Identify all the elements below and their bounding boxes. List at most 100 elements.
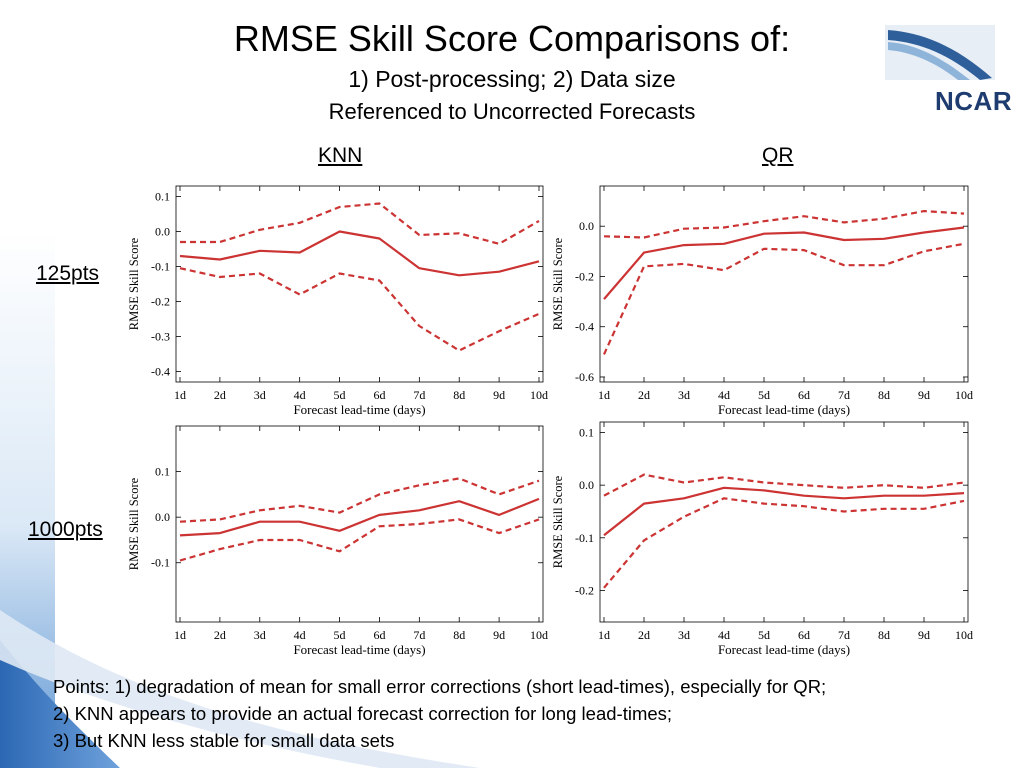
x-tick-label: 4d [718, 388, 730, 402]
y-tick-label: 0.0 [155, 510, 170, 524]
y-tick-label: 0.1 [155, 190, 170, 204]
x-axis-label: Forecast lead-time (days) [718, 402, 850, 417]
x-tick-label: 3d [254, 628, 266, 642]
y-tick-label: 0.0 [579, 478, 594, 492]
x-tick-label: 1d [598, 628, 610, 642]
y-tick-label: 0.1 [155, 465, 170, 479]
x-tick-label: 5d [334, 628, 346, 642]
plot-frame [175, 185, 544, 383]
x-tick-label: 1d [598, 388, 610, 402]
x-tick-label: 10d [530, 628, 548, 642]
x-tick-label: 2d [214, 628, 226, 642]
x-tick-label: 10d [955, 388, 973, 402]
x-tick-label: 4d [718, 628, 730, 642]
x-tick-label: 7d [413, 388, 425, 402]
x-tick-label: 8d [453, 628, 465, 642]
x-tick-label: 8d [878, 628, 890, 642]
x-tick-label: 4d [294, 628, 306, 642]
x-axis-label: Forecast lead-time (days) [293, 402, 425, 417]
series-line-mean [603, 226, 965, 300]
x-tick-label: 3d [254, 388, 266, 402]
x-axis-label: Forecast lead-time (days) [293, 642, 425, 657]
series-line-bound-2 [603, 497, 965, 589]
point-1: Points: 1) degradation of mean for small… [53, 676, 827, 697]
chart-knn-125: 0.1 0.0 -0.1 -0.2 -0.3 -0.4 1d 2d 3d 4d 5d 6d 7d 8d 9d… [127, 185, 548, 417]
column-label-knn: KNN [318, 144, 363, 167]
y-tick-label: 0.1 [579, 426, 594, 440]
chart-qr-1000: 0.1 0.0 -0.1 -0.2 1d 2d 3d 4d 5d 6d 7d 8d 9d 10d Forec… [551, 421, 973, 657]
x-tick-label: 9d [918, 388, 930, 402]
x-tick-label: 5d [758, 388, 770, 402]
series-line-mean [603, 486, 965, 537]
x-tick-label: 3d [678, 388, 690, 402]
y-axis-label: RMSE Skill Score [551, 475, 565, 568]
x-tick-label: 6d [373, 628, 385, 642]
y-tick-label: -0.1 [575, 531, 594, 545]
y-tick-label: 0.0 [579, 219, 594, 233]
x-tick-label: 7d [838, 388, 850, 402]
x-tick-label: 10d [955, 628, 973, 642]
series-line-bound-1 [603, 473, 965, 497]
x-tick-label: 10d [530, 388, 548, 402]
y-tick-label: -0.2 [575, 269, 594, 283]
bottom-swoosh [0, 610, 480, 768]
key-points: Points: 1) degradation of mean for small… [53, 673, 826, 754]
series-line-bound-2 [602, 242, 965, 355]
point-3: 3) But KNN less stable for small data se… [53, 730, 395, 751]
x-tick-label: 6d [373, 388, 385, 402]
bottom-wave [0, 640, 120, 768]
x-tick-label: 5d [334, 388, 346, 402]
x-tick-label: 1d [174, 388, 186, 402]
series-line-bound-1 [180, 202, 540, 245]
row-label-125pts: 125pts [36, 262, 100, 285]
x-tick-label: 2d [214, 388, 226, 402]
x-tick-label: 8d [453, 388, 465, 402]
x-axis-label: Forecast lead-time (days) [718, 642, 850, 657]
x-tick-label: 8d [878, 388, 890, 402]
y-tick-label: -0.2 [151, 295, 170, 309]
y-tick-label: 0.0 [155, 225, 170, 239]
y-tick-label: -0.4 [575, 320, 594, 334]
y-tick-label: -0.2 [575, 583, 594, 597]
x-tick-label: 3d [678, 628, 690, 642]
ncar-logo-text: NCAR [935, 86, 1013, 116]
series-line-bound-1 [179, 477, 540, 523]
x-tick-label: 6d [798, 628, 810, 642]
x-tick-label: 1d [174, 628, 186, 642]
column-label-qr: QR [762, 144, 794, 167]
series-line-bound-1 [603, 210, 965, 239]
y-axis-label: RMSE Skill Score [127, 477, 141, 570]
series-line-mean [179, 230, 540, 277]
plot-frame [599, 185, 969, 383]
y-tick-label: -0.4 [151, 365, 170, 379]
ncar-logo [880, 20, 1002, 120]
y-tick-label: -0.6 [575, 370, 594, 384]
x-tick-label: 9d [493, 628, 505, 642]
y-axis-label: RMSE Skill Score [127, 237, 141, 330]
y-tick-label: -0.1 [151, 556, 170, 570]
x-tick-label: 9d [918, 628, 930, 642]
series-line-mean [179, 497, 540, 537]
slide-title: RMSE Skill Score Comparisons of: [233, 18, 791, 59]
x-tick-label: 5d [758, 628, 770, 642]
chart-knn-1000: 0.1 0.0 -0.1 1d 2d 3d 4d 5d 6d 7d 8d 9d 10d Forecast … [127, 425, 548, 657]
y-tick-label: -0.3 [151, 330, 170, 344]
series-line-bound-2 [179, 518, 540, 562]
x-tick-label: 6d [798, 388, 810, 402]
slide-subtitle-reference: Referenced to Uncorrected Forecasts [328, 99, 696, 124]
series-line-bound-2 [179, 267, 540, 352]
chart-qr-125: 0.0 -0.2 -0.4 -0.6 1d 2d 3d 4d 5d 6d 7d 8d 9d 10d Fore… [551, 185, 973, 417]
plot-frame [599, 421, 969, 623]
x-tick-label: 4d [294, 388, 306, 402]
x-tick-label: 7d [413, 628, 425, 642]
x-tick-label: 7d [838, 628, 850, 642]
y-axis-label: RMSE Skill Score [551, 237, 565, 330]
x-tick-label: 2d [638, 388, 650, 402]
y-tick-label: -0.1 [151, 260, 170, 274]
x-tick-label: 2d [638, 628, 650, 642]
ncar-swoosh-icon [885, 25, 995, 80]
x-tick-label: 9d [493, 388, 505, 402]
slide-subtitle: 1) Post-processing; 2) Data size [348, 66, 676, 92]
point-2: 2) KNN appears to provide an actual fore… [53, 703, 673, 724]
